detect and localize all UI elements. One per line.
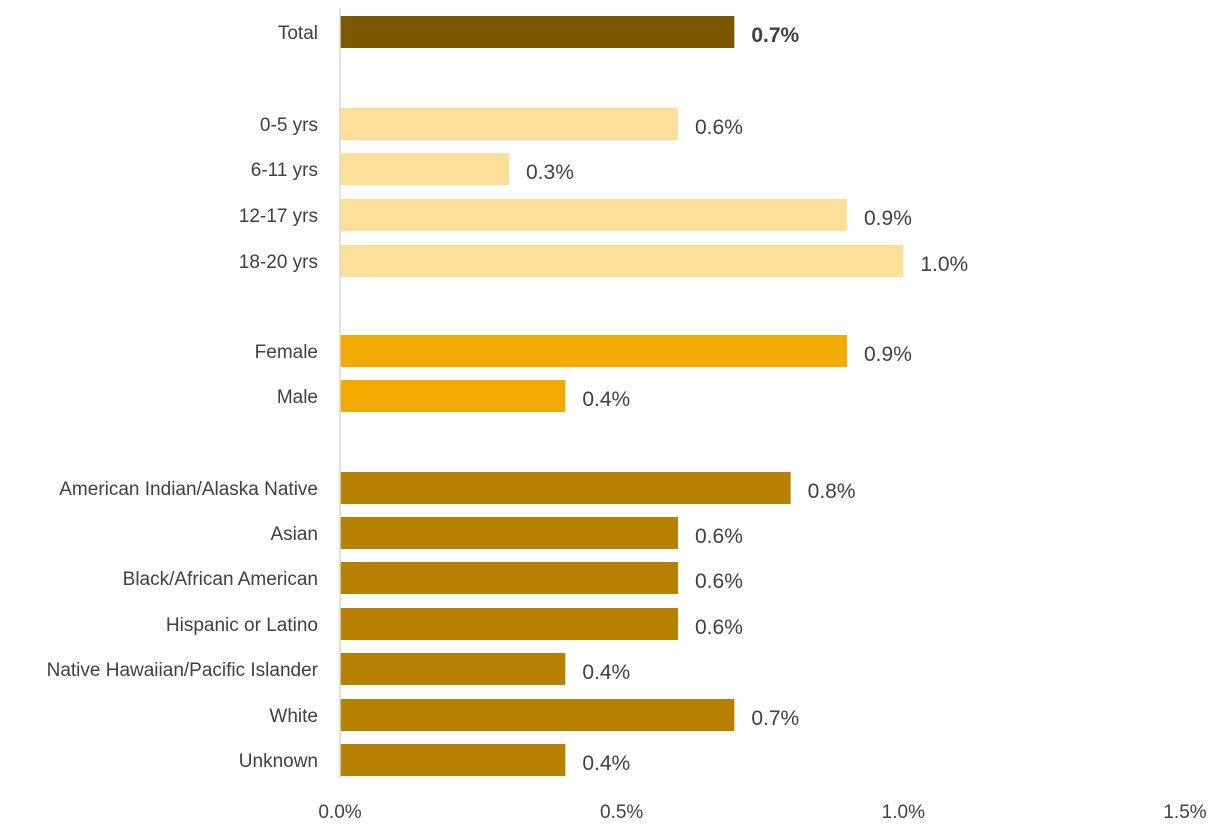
value-label-american-indian-alaska-native: 0.8%: [808, 480, 856, 503]
value-label-native-hawaiian-pacific-islander: 0.4%: [582, 661, 630, 684]
category-label-0-5-yrs: 0-5 yrs: [260, 115, 318, 136]
bar-total: [340, 16, 735, 48]
x-tick-label-0: 0.0%: [318, 802, 361, 823]
category-label-total: Total: [278, 23, 318, 44]
value-label-total: 0.7%: [751, 24, 799, 47]
bar-12-17-yrs: [340, 199, 847, 231]
category-label-hispanic-or-latino: Hispanic or Latino: [166, 615, 318, 636]
category-labels-group: Total 0-5 yrs 6-11 yrs 12-17 yrs 18-20 yrs Fe…: [47, 23, 319, 772]
bar-male: [340, 380, 566, 412]
bar-female: [340, 335, 847, 367]
category-label-white: White: [269, 706, 318, 727]
value-label-asian: 0.6%: [695, 525, 743, 548]
bar-native-hawaiian-pacific-islander: [340, 653, 566, 685]
category-label-asian: Asian: [270, 524, 318, 545]
bars-group: [340, 16, 904, 776]
value-label-18-20-yrs: 1.0%: [920, 253, 968, 276]
value-labels-group: 0.7% 0.6% 0.3% 0.9% 1.0% 0.9% 0.4% 0.8% 0.6% 0.6%…: [526, 24, 968, 775]
category-label-18-20-yrs: 18-20 yrs: [239, 252, 318, 273]
x-tick-label-1: 0.5%: [600, 802, 643, 823]
category-label-12-17-yrs: 12-17 yrs: [239, 206, 318, 227]
value-label-white: 0.7%: [751, 707, 799, 730]
bar-unknown: [340, 744, 566, 776]
bar-6-11-yrs: [340, 153, 509, 185]
bar-0-5-yrs: [340, 108, 678, 140]
value-label-hispanic-or-latino: 0.6%: [695, 616, 743, 639]
value-label-female: 0.9%: [864, 343, 912, 366]
value-label-black-african-american: 0.6%: [695, 570, 743, 593]
value-label-12-17-yrs: 0.9%: [864, 207, 912, 230]
bar-hispanic-or-latino: [340, 608, 678, 640]
category-label-male: Male: [277, 387, 318, 408]
x-tick-label-2: 1.0%: [882, 802, 925, 823]
category-label-unknown: Unknown: [239, 751, 318, 772]
value-label-6-11-yrs: 0.3%: [526, 161, 574, 184]
value-label-male: 0.4%: [582, 388, 630, 411]
category-label-6-11-yrs: 6-11 yrs: [251, 160, 318, 181]
category-label-american-indian-alaska-native: American Indian/Alaska Native: [59, 479, 318, 500]
category-label-native-hawaiian-pacific-islander: Native Hawaiian/Pacific Islander: [47, 660, 319, 681]
value-label-0-5-yrs: 0.6%: [695, 116, 743, 139]
category-label-female: Female: [255, 342, 318, 363]
value-label-unknown: 0.4%: [582, 752, 630, 775]
category-label-black-african-american: Black/African American: [123, 569, 318, 590]
x-tick-label-3: 1.5%: [1163, 802, 1206, 823]
bar-asian: [340, 517, 678, 549]
bar-black-african-american: [340, 562, 678, 594]
bar-white: [340, 699, 735, 731]
bar-american-indian-alaska-native: [340, 472, 791, 504]
x-axis-ticks-group: 0.0% 0.5% 1.0% 1.5%: [318, 802, 1206, 823]
bar-18-20-yrs: [340, 245, 904, 277]
